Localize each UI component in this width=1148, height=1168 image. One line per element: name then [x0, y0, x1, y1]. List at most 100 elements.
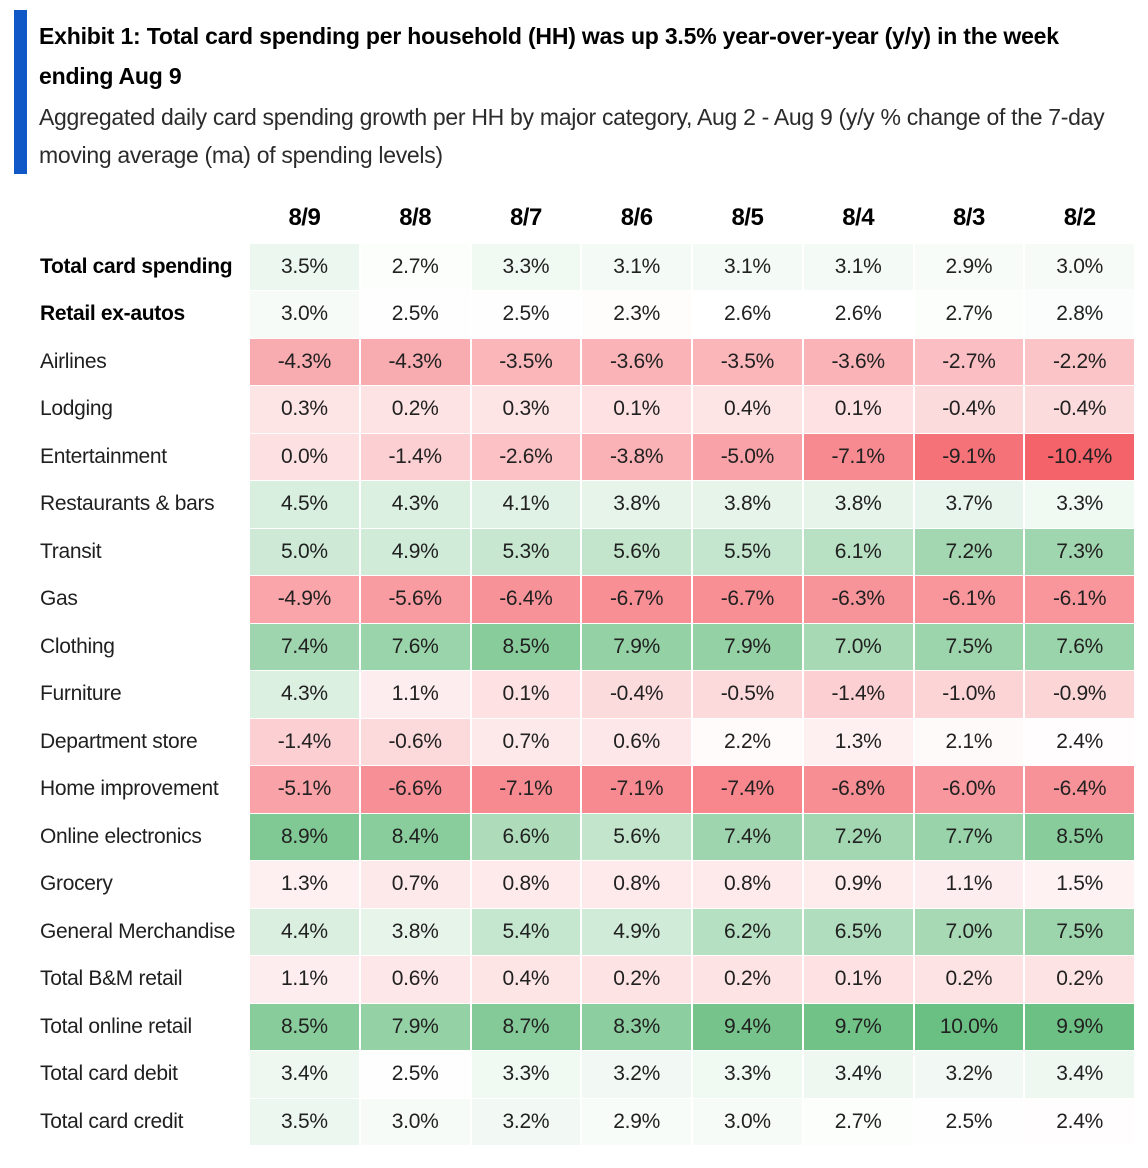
heatmap-cell: 0.3% — [471, 386, 581, 433]
heatmap-cell: 7.5% — [1025, 908, 1134, 955]
heatmap-cell: -3.6% — [803, 338, 913, 385]
heatmap-cell: 3.4% — [1025, 1051, 1134, 1098]
heatmap-cell: 8.5% — [471, 623, 581, 670]
row-label: Total online retail — [40, 1014, 192, 1038]
row-label: Clothing — [40, 634, 115, 658]
heatmap-cell: 3.4% — [803, 1051, 913, 1098]
heatmap-cell: 0.4% — [471, 956, 581, 1003]
title-block: Exhibit 1: Total card spending per house… — [39, 10, 1128, 174]
row-label: Lodging — [40, 397, 113, 421]
heatmap-cell: -6.3% — [803, 576, 913, 623]
heatmap-cell: 3.2% — [914, 1051, 1024, 1098]
heatmap-cell: 3.1% — [582, 243, 691, 290]
heatmap-cell: 3.4% — [250, 1051, 359, 1098]
heatmap-cell: 0.7% — [360, 861, 470, 908]
heatmap-cell: 3.2% — [471, 1098, 581, 1145]
heatmap-cell: 2.7% — [914, 291, 1024, 338]
heatmap-cell: 5.6% — [582, 813, 691, 860]
column-header-date: 8/2 — [1063, 204, 1096, 231]
heatmap-cell: 7.4% — [250, 623, 359, 670]
heatmap-cell: 4.3% — [360, 481, 470, 528]
heatmap-cell: 4.9% — [360, 528, 470, 575]
heatmap-cell: 3.5% — [250, 243, 359, 290]
heatmap-cell: 0.2% — [582, 956, 691, 1003]
heatmap-cell: 0.1% — [582, 386, 691, 433]
heatmap-cell: 5.6% — [582, 528, 691, 575]
heatmap-cell: 7.0% — [803, 623, 913, 670]
heatmap-cell: 8.5% — [250, 1003, 359, 1050]
heatmap-cell: -6.7% — [582, 576, 691, 623]
heatmap-cell: 9.7% — [803, 1003, 913, 1050]
heatmap-cell: -6.1% — [914, 576, 1024, 623]
heatmap-cell: -1.4% — [803, 671, 913, 718]
heatmap-cell: -4.3% — [360, 338, 470, 385]
heatmap-cell: 4.5% — [250, 481, 359, 528]
row-label: Total card spending — [40, 254, 233, 278]
heatmap-cell: 7.9% — [693, 623, 802, 670]
heatmap-cell: -1.0% — [914, 671, 1024, 718]
heatmap-cell: 6.1% — [803, 528, 913, 575]
heatmap-cell: 3.0% — [250, 291, 359, 338]
heatmap-cell: 3.0% — [1025, 243, 1134, 290]
heatmap-cell: 2.7% — [803, 1098, 913, 1145]
column-header-date: 8/8 — [399, 204, 432, 231]
heatmap-cell: -3.5% — [471, 338, 581, 385]
heatmap-cell: 2.4% — [1025, 718, 1134, 765]
heatmap-cell: 0.4% — [693, 386, 802, 433]
heatmap-cell: -0.9% — [1025, 671, 1134, 718]
heatmap-cell: 8.9% — [250, 813, 359, 860]
heatmap-cell: 2.7% — [360, 243, 470, 290]
heatmap-cell: 0.6% — [360, 956, 470, 1003]
spending-heatmap-table: 8/9 8/8 8/7 8/6 8/5 8/4 8/3 8/2 Total card spend… — [40, 196, 1134, 1145]
heatmap-cell: 4.1% — [471, 481, 581, 528]
heatmap-cell: -2.6% — [471, 433, 581, 480]
heatmap-cell: 4.4% — [250, 908, 359, 955]
heatmap-cell: 3.5% — [250, 1098, 359, 1145]
heatmap-cell: 3.1% — [693, 243, 802, 290]
heatmap-cell: 2.9% — [914, 243, 1024, 290]
heatmap-cell: -2.7% — [914, 338, 1024, 385]
row-label: Home improvement — [40, 777, 219, 801]
heatmap-cell: 7.9% — [582, 623, 691, 670]
accent-bar — [14, 10, 27, 174]
heatmap-cell: 8.7% — [471, 1003, 581, 1050]
heatmap-cell: 0.1% — [471, 671, 581, 718]
heatmap-cell: 3.0% — [360, 1098, 470, 1145]
heatmap-cell: -3.6% — [582, 338, 691, 385]
column-header-date: 8/7 — [509, 204, 542, 231]
heatmap-cell: 2.8% — [1025, 291, 1134, 338]
heatmap-cell: -7.1% — [471, 766, 581, 813]
heatmap-cell: 1.5% — [1025, 861, 1134, 908]
row-label: Gas — [40, 587, 78, 611]
row-label: Total card credit — [40, 1109, 184, 1133]
row-label: Transit — [40, 539, 102, 563]
heatmap-cell: 7.0% — [914, 908, 1024, 955]
heatmap-cell: 2.2% — [693, 718, 802, 765]
heatmap-cell: 9.9% — [1025, 1003, 1134, 1050]
heatmap-cell: 8.3% — [582, 1003, 691, 1050]
heatmap-cell: 0.2% — [1025, 956, 1134, 1003]
heatmap-cell: 2.3% — [582, 291, 691, 338]
heatmap-cell: -5.0% — [693, 433, 802, 480]
heatmap-cell: 1.1% — [914, 861, 1024, 908]
row-label: Furniture — [40, 682, 122, 706]
heatmap-cell: 9.4% — [693, 1003, 802, 1050]
heatmap-cell: 1.3% — [803, 718, 913, 765]
heatmap-cell: -7.1% — [803, 433, 913, 480]
heatmap-cell: 0.8% — [693, 861, 802, 908]
row-label: Department store — [40, 729, 198, 753]
heatmap-cell: 0.8% — [582, 861, 691, 908]
heatmap-cell: 5.4% — [471, 908, 581, 955]
heatmap-cell: 2.5% — [914, 1098, 1024, 1145]
heatmap-cell: -6.1% — [1025, 576, 1134, 623]
heatmap-cell: 3.3% — [471, 243, 581, 290]
heatmap-cell: -1.4% — [250, 718, 359, 765]
heatmap-cell: 2.6% — [693, 291, 802, 338]
heatmap-cell: -0.5% — [693, 671, 802, 718]
heatmap-cell: 3.1% — [803, 243, 913, 290]
heatmap-cell: -3.8% — [582, 433, 691, 480]
heatmap-cell: 3.3% — [693, 1051, 802, 1098]
heatmap-cell: 2.5% — [360, 1051, 470, 1098]
heatmap-cell: 7.2% — [914, 528, 1024, 575]
heatmap-cell: 2.5% — [360, 291, 470, 338]
